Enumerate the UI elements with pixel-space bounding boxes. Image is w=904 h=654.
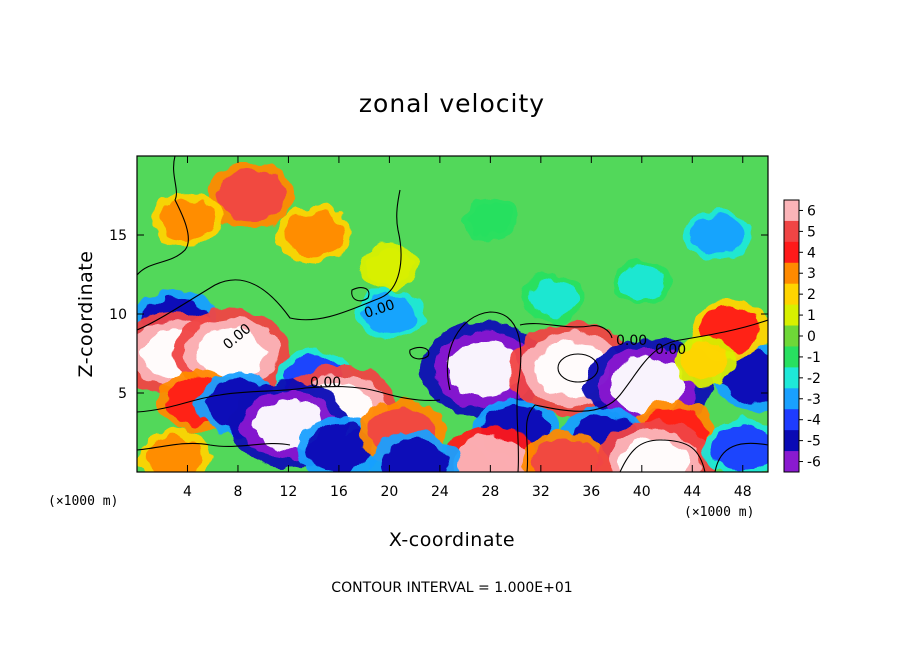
x-tick-label: 12 <box>280 484 298 500</box>
colorbar-swatch <box>784 430 799 452</box>
x-tick-label: 44 <box>683 484 701 500</box>
x-tick-label: 8 <box>233 484 242 500</box>
contour-line <box>525 319 768 472</box>
field-region <box>711 425 768 472</box>
contour-line <box>446 311 522 472</box>
x-tick-label: 24 <box>431 484 449 500</box>
contour-line <box>351 287 370 302</box>
colorbar-swatch <box>784 200 799 222</box>
field-region <box>284 213 343 257</box>
field-region <box>380 438 449 472</box>
contour-line <box>557 353 599 383</box>
colorbar-tick-label: -1 <box>807 350 821 366</box>
colorbar-tick-label: -3 <box>807 392 821 408</box>
colorbar-swatch <box>784 367 799 389</box>
field-region <box>446 341 522 398</box>
zero-contours <box>137 156 768 472</box>
contour-label: 0.00 <box>655 342 686 358</box>
y-tick-label: 15 <box>109 228 127 244</box>
colorbar-swatch <box>784 409 799 431</box>
contour-labels: 0.000.000.000.000.00 <box>220 297 686 391</box>
y-axis: 5 10 15 <box>109 228 768 402</box>
x-axis: 4 8 12 16 20 24 28 32 36 40 44 48 <box>183 156 752 500</box>
colorbar-tick-label: 1 <box>807 308 816 324</box>
contour-line <box>714 442 768 472</box>
contour-label: 0.00 <box>616 333 647 349</box>
contour-interval-note: CONTOUR INTERVAL = 1.000E+01 <box>331 580 572 596</box>
colorbar-tick-label: 6 <box>807 203 816 219</box>
field-region <box>469 203 512 236</box>
x-tick-label: 16 <box>330 484 348 500</box>
colorbar-tick-label: 4 <box>807 245 816 261</box>
y-unit-note: (×1000 m) <box>48 494 118 509</box>
field-region <box>619 265 665 300</box>
colorbar-swatch <box>784 304 799 327</box>
colorbar: 6 5 4 3 2 1 0 -1 -2 -3 -4 -5 -6 <box>783 199 821 473</box>
x-tick-label: 36 <box>582 484 600 500</box>
x-tick-label: 40 <box>633 484 651 500</box>
field-region <box>680 343 730 380</box>
contour-line <box>619 439 706 472</box>
contour-line <box>519 323 613 339</box>
colorbar-tick-label: -5 <box>807 434 821 450</box>
field-region <box>611 357 686 413</box>
x-tick-label: 32 <box>532 484 550 500</box>
field-region <box>159 198 216 240</box>
field-region <box>197 327 266 380</box>
field-region <box>532 438 601 472</box>
colorbar-tick-label: 5 <box>807 224 816 240</box>
colorbar-tick-label: -4 <box>807 413 821 429</box>
field-region <box>147 435 203 472</box>
colorbar-swatch <box>784 241 799 264</box>
field-region <box>529 279 578 317</box>
chart-title: zonal velocity <box>359 89 545 118</box>
colorbar-swatch <box>784 451 799 473</box>
colorbar-swatch <box>784 220 799 243</box>
x-unit-note: (×1000 m) <box>684 505 754 520</box>
colorbar-tick-label: -6 <box>807 455 821 471</box>
field-region <box>453 434 528 472</box>
colorbar-swatch <box>784 346 799 368</box>
colorbar-swatch <box>784 388 799 410</box>
field-region <box>306 424 372 472</box>
colorbar-tick-label: 3 <box>807 266 816 282</box>
contour-line <box>137 442 291 451</box>
colorbar-swatch <box>784 262 799 285</box>
contour-line <box>137 385 441 413</box>
field-region <box>366 249 413 284</box>
x-tick-label: 48 <box>734 484 752 500</box>
y-axis-label: Z-coordinate <box>75 251 97 378</box>
velocity-field <box>137 162 768 472</box>
colorbar-tick-label: -2 <box>807 371 821 387</box>
colorbar-swatch <box>784 283 799 306</box>
contour-line <box>409 347 430 360</box>
y-tick-label: 5 <box>118 386 127 402</box>
x-tick-label: 20 <box>380 484 398 500</box>
field-region <box>691 215 744 255</box>
x-tick-label: 4 <box>183 484 192 500</box>
contour-line <box>137 156 189 276</box>
colorbar-tick-label: 0 <box>807 329 816 345</box>
contour-label: 0.00 <box>310 375 341 391</box>
field-region <box>363 294 416 334</box>
y-tick-label: 10 <box>109 307 127 323</box>
colorbar-tick-label: 2 <box>807 287 816 303</box>
x-axis-label: X-coordinate <box>389 529 515 551</box>
field-region <box>620 438 689 472</box>
contour-line <box>137 189 402 331</box>
colorbar-swatch <box>784 325 799 347</box>
x-tick-label: 28 <box>481 484 499 500</box>
field-region <box>216 170 285 221</box>
